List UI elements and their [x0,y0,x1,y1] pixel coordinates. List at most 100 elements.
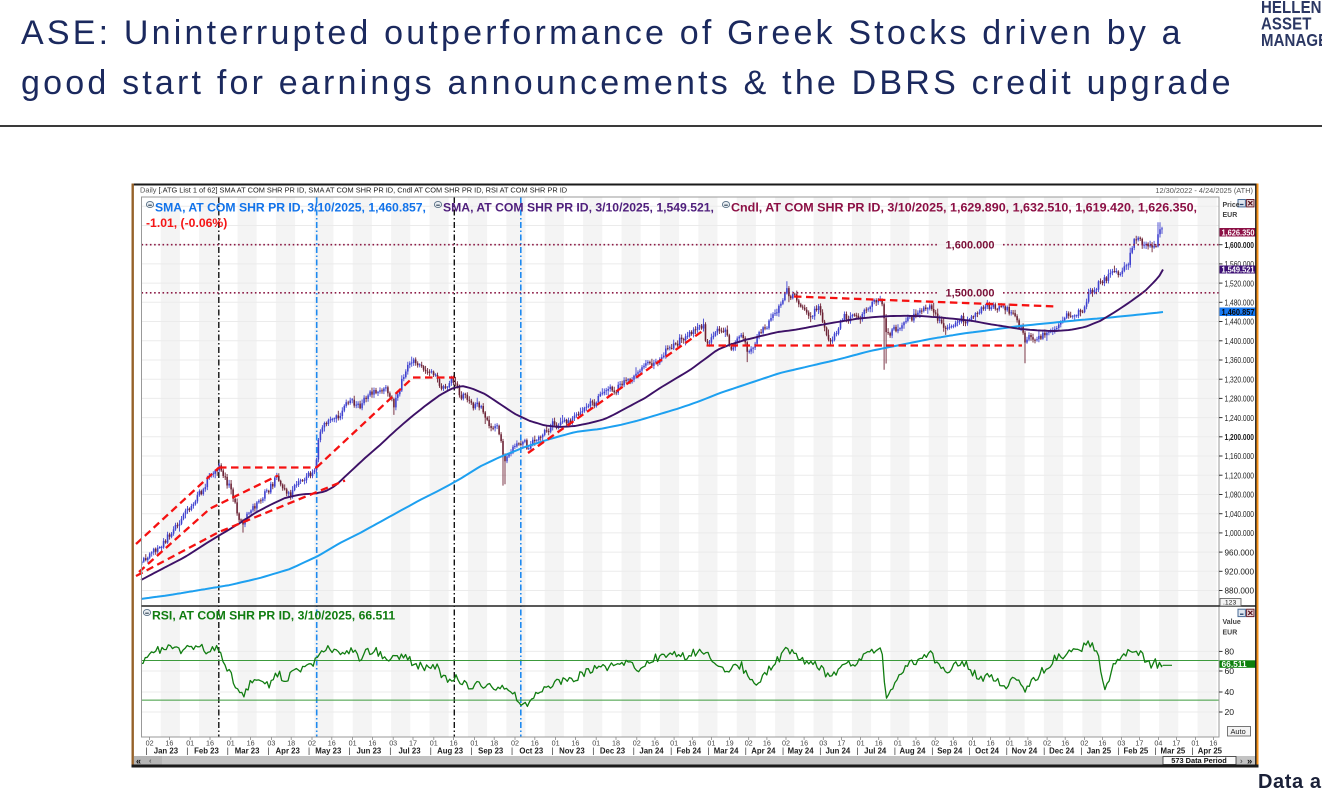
svg-text:880.000: 880.000 [1225,586,1255,596]
svg-text:|: | [430,747,432,756]
svg-text:1,280.000: 1,280.000 [1225,394,1255,404]
svg-text:01: 01 [552,739,560,748]
svg-text:|: | [592,747,594,756]
svg-text:02: 02 [146,739,154,748]
svg-text:Cndl, AT COM SHR PR ID, 3/10/2: Cndl, AT COM SHR PR ID, 3/10/2025, 1,629… [731,201,1197,215]
svg-text:01: 01 [1006,739,1014,748]
svg-text:01: 01 [227,739,235,748]
svg-text:16: 16 [328,739,336,748]
svg-text:16: 16 [368,739,376,748]
svg-text:16: 16 [1098,739,1106,748]
svg-text:Jul 24: Jul 24 [864,747,887,756]
svg-text:16: 16 [912,739,920,748]
svg-text:16: 16 [571,739,579,748]
svg-text:19: 19 [726,739,734,748]
svg-text:|: | [670,747,672,756]
svg-text:16: 16 [531,739,539,748]
svg-text:Jan 24: Jan 24 [639,747,664,756]
svg-text:01: 01 [349,739,357,748]
svg-text:16: 16 [875,739,883,748]
svg-text:|: | [819,747,821,756]
svg-text:03: 03 [389,739,397,748]
svg-text:Apr 25: Apr 25 [1198,747,1223,756]
svg-text:01: 01 [1191,739,1199,748]
svg-text:16: 16 [247,739,255,748]
svg-text:1,400.000: 1,400.000 [1225,336,1255,346]
svg-text:Jun 24: Jun 24 [826,747,851,756]
svg-text:|: | [267,747,269,756]
svg-text:18: 18 [490,739,498,748]
svg-text:Mar 23: Mar 23 [235,747,260,756]
svg-text:|: | [186,747,188,756]
svg-text:Oct 24: Oct 24 [975,747,999,756]
svg-text:1,040.000: 1,040.000 [1225,509,1255,519]
svg-text:16: 16 [1061,739,1069,748]
svg-text:12/30/2022 - 4/24/2025 (ATH): 12/30/2022 - 4/24/2025 (ATH) [1155,186,1253,195]
svg-text:Apr 23: Apr 23 [276,747,301,756]
svg-text:Price: Price [1223,202,1240,209]
svg-text:1,520.000: 1,520.000 [1225,278,1255,288]
svg-text:|: | [552,747,554,756]
svg-text:01: 01 [969,739,977,748]
svg-text:01: 01 [186,739,194,748]
svg-text:02: 02 [1080,739,1088,748]
svg-text:16: 16 [688,739,696,748]
svg-text:Apr 24: Apr 24 [751,747,776,756]
svg-text:|: | [1154,747,1156,756]
svg-text:Jun 23: Jun 23 [357,747,382,756]
svg-text:SMA, AT COM SHR PR ID, 3/10/20: SMA, AT COM SHR PR ID, 3/10/2025, 1,549.… [443,201,714,215]
svg-text:40: 40 [1225,687,1235,697]
svg-text:80: 80 [1225,647,1235,657]
svg-text:1,480.000: 1,480.000 [1225,298,1255,308]
svg-text:18: 18 [1024,739,1032,748]
svg-text:1,600.000: 1,600.000 [1225,240,1255,250]
svg-text:|: | [707,747,709,756]
svg-text:1,500.000: 1,500.000 [946,287,995,299]
svg-text:20: 20 [1225,707,1235,717]
svg-text:Value: Value [1223,619,1241,626]
svg-text:›: › [1240,756,1243,765]
svg-text:16: 16 [206,739,214,748]
svg-text:01: 01 [592,739,600,748]
svg-text:02: 02 [745,739,753,748]
svg-text:Jul 23: Jul 23 [398,747,421,756]
svg-text:02: 02 [308,739,316,748]
svg-text:Jan 25: Jan 25 [1087,747,1112,756]
svg-text:Feb 23: Feb 23 [194,747,219,756]
svg-text:66.511: 66.511 [1222,659,1247,669]
svg-text:SMA, AT COM SHR PR ID, 3/10/20: SMA, AT COM SHR PR ID, 3/10/2025, 1,460.… [155,201,426,215]
svg-text:May 23: May 23 [315,747,342,756]
svg-text:01: 01 [670,739,678,748]
svg-text:Aug 23: Aug 23 [437,747,464,756]
svg-text:Sep 24: Sep 24 [937,747,963,756]
svg-text:16: 16 [800,739,808,748]
svg-text:|: | [511,747,513,756]
svg-text:1,120.000: 1,120.000 [1225,470,1255,480]
svg-text:02: 02 [782,739,790,748]
svg-text:1,000.000: 1,000.000 [1225,528,1255,538]
svg-text:|: | [1117,747,1119,756]
svg-text:1,440.000: 1,440.000 [1225,317,1255,327]
svg-text:Auto: Auto [1231,727,1246,736]
svg-text:1,626.350: 1,626.350 [1222,227,1255,237]
svg-text:.123: .123 [1223,600,1236,607]
svg-text:573 Data Period: 573 Data Period [1171,756,1227,765]
svg-text:16: 16 [949,739,957,748]
svg-text:|: | [633,747,635,756]
svg-text:1,460.857: 1,460.857 [1222,307,1255,317]
svg-text:|: | [1006,747,1008,756]
svg-text:»: » [1247,756,1252,767]
svg-text:17: 17 [1172,739,1180,748]
svg-text:02: 02 [511,739,519,748]
svg-text:03: 03 [1117,739,1125,748]
svg-text:16: 16 [165,739,173,748]
svg-text:01: 01 [894,739,902,748]
svg-text:1,320.000: 1,320.000 [1225,374,1255,384]
svg-text:16: 16 [987,739,995,748]
svg-text:«: « [136,756,141,766]
svg-text:01: 01 [470,739,478,748]
svg-text:|: | [745,747,747,756]
svg-text:Dec 24: Dec 24 [1049,747,1075,756]
svg-text:03: 03 [267,739,275,748]
svg-text:|: | [969,747,971,756]
